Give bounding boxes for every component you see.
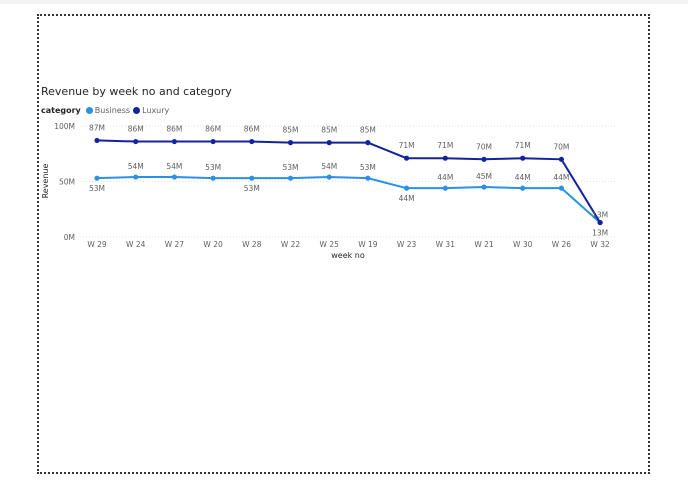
- series-line-luxury: [96, 139, 601, 224]
- data-point-luxury: [210, 138, 216, 145]
- data-label-luxury: 71M: [399, 141, 415, 150]
- data-point-luxury: [481, 156, 487, 162]
- data-label-luxury: 70M: [553, 142, 569, 151]
- data-point-business: [210, 175, 216, 181]
- x-tick-label: W 20: [203, 240, 223, 249]
- data-label-luxury: 71M: [437, 141, 453, 150]
- y-tick-label: 0M: [64, 233, 75, 242]
- top-border: [0, 0, 688, 4]
- data-label-business: 13M: [592, 229, 608, 238]
- data-label-business: 53M: [205, 163, 221, 172]
- data-label-business: 44M: [399, 194, 415, 203]
- x-tick-label: W 31: [436, 240, 456, 249]
- data-point-business: [481, 184, 487, 190]
- y-tick-label: 50M: [59, 178, 75, 187]
- data-label-luxury: 86M: [166, 125, 182, 134]
- x-axis-title: week no: [331, 251, 365, 260]
- data-point-luxury: [597, 219, 603, 226]
- data-point-luxury: [404, 155, 410, 161]
- data-point-luxury: [558, 156, 565, 162]
- data-point-luxury: [133, 138, 139, 145]
- chart-legend: category Business Luxury: [41, 106, 172, 115]
- data-label-business: 44M: [553, 173, 569, 182]
- x-tick-label: W 30: [513, 240, 533, 249]
- data-label-luxury: 86M: [244, 125, 260, 134]
- data-label-business: 54M: [166, 162, 182, 171]
- legend-item-business[interactable]: Business: [85, 106, 131, 115]
- data-label-business: 44M: [437, 173, 453, 182]
- data-point-business: [404, 185, 410, 191]
- data-label-luxury: 86M: [205, 125, 221, 134]
- data-point-luxury: [249, 138, 255, 145]
- data-point-luxury: [171, 138, 177, 145]
- data-label-luxury: 70M: [476, 142, 492, 151]
- data-label-business: 45M: [476, 172, 492, 181]
- data-label-business: 44M: [515, 173, 531, 182]
- data-label-luxury: 85M: [360, 126, 376, 135]
- x-tick-label: W 23: [397, 240, 417, 249]
- data-point-luxury: [287, 140, 294, 146]
- data-point-business: [442, 185, 448, 191]
- data-point-luxury: [365, 140, 371, 146]
- data-point-business: [171, 174, 177, 180]
- data-point-business: [249, 175, 255, 181]
- data-point-business: [287, 175, 294, 181]
- x-tick-label: W 24: [126, 240, 146, 249]
- chart-visual-container[interactable]: [37, 14, 650, 474]
- data-point-business: [133, 174, 139, 180]
- data-label-business: 53M: [244, 184, 260, 193]
- data-label-luxury: 85M: [282, 126, 298, 135]
- x-tick-label: W 32: [590, 240, 610, 249]
- x-tick-label: W 22: [281, 240, 301, 249]
- data-label-luxury: 87M: [89, 123, 105, 132]
- legend-marker-business: [85, 107, 93, 114]
- chart-title: Revenue by week no and category: [41, 85, 232, 98]
- data-point-business: [558, 185, 565, 191]
- x-tick-label: W 26: [552, 240, 572, 249]
- data-label-business: 53M: [282, 163, 298, 172]
- legend-item-luxury[interactable]: Luxury: [133, 106, 169, 115]
- data-point-business: [326, 174, 332, 180]
- y-tick-label: 100M: [54, 122, 75, 131]
- data-label-luxury: 85M: [321, 126, 337, 135]
- data-label-luxury: 71M: [515, 141, 531, 150]
- data-label-business: 54M: [128, 162, 144, 171]
- data-label-luxury: 86M: [128, 125, 144, 134]
- data-point-business: [365, 175, 371, 181]
- series-line-business: [96, 176, 601, 224]
- data-point-business: [94, 175, 100, 181]
- legend-marker-luxury: [133, 107, 141, 114]
- data-label-business: 53M: [360, 163, 376, 172]
- x-tick-label: W 27: [165, 240, 185, 249]
- y-axis-title: Revenue: [41, 164, 50, 199]
- data-label-business: 54M: [321, 162, 337, 171]
- legend-label-business: Business: [94, 106, 131, 115]
- legend-title: category: [41, 106, 81, 115]
- x-tick-label: W 19: [358, 240, 378, 249]
- data-point-luxury: [326, 140, 332, 146]
- data-point-luxury: [94, 137, 100, 144]
- data-point-luxury: [442, 155, 448, 161]
- data-point-business: [520, 185, 526, 191]
- data-point-luxury: [520, 155, 526, 161]
- x-tick-label: W 29: [87, 240, 107, 249]
- x-tick-label: W 28: [242, 240, 262, 249]
- data-label-business: 53M: [89, 184, 105, 193]
- x-tick-label: W 25: [320, 240, 340, 249]
- legend-label-luxury: Luxury: [142, 106, 170, 115]
- data-label-luxury: 13M: [592, 211, 608, 220]
- x-tick-label: W 21: [474, 240, 494, 249]
